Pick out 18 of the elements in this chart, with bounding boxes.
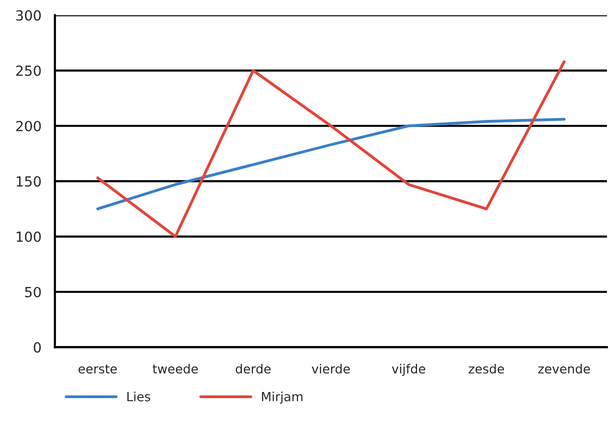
legend-label: Lies: [127, 392, 150, 402]
x-tick-label: derde: [236, 364, 271, 374]
line-series: [96, 118, 566, 210]
x-tick-label: eerste: [78, 364, 117, 374]
x-tick-label: vierde: [312, 364, 350, 374]
x-tick-label: vijfde: [392, 364, 426, 376]
y-tick-label: 300: [16, 10, 41, 21]
x-tick-label: zesde: [468, 364, 504, 374]
y-tick-label: 100: [16, 232, 41, 242]
y-tick-label: 250: [16, 65, 41, 76]
y-tick-label: 150: [16, 176, 41, 187]
y-tick-label: 50: [25, 286, 41, 298]
y-tick-label: 0: [34, 342, 41, 353]
line-series: [96, 60, 566, 238]
x-tick-label: tweede: [152, 364, 198, 374]
x-tick-label: zevende: [538, 364, 590, 374]
legend-label: Mirjam: [262, 392, 302, 404]
y-tick-label: 200: [16, 120, 41, 132]
